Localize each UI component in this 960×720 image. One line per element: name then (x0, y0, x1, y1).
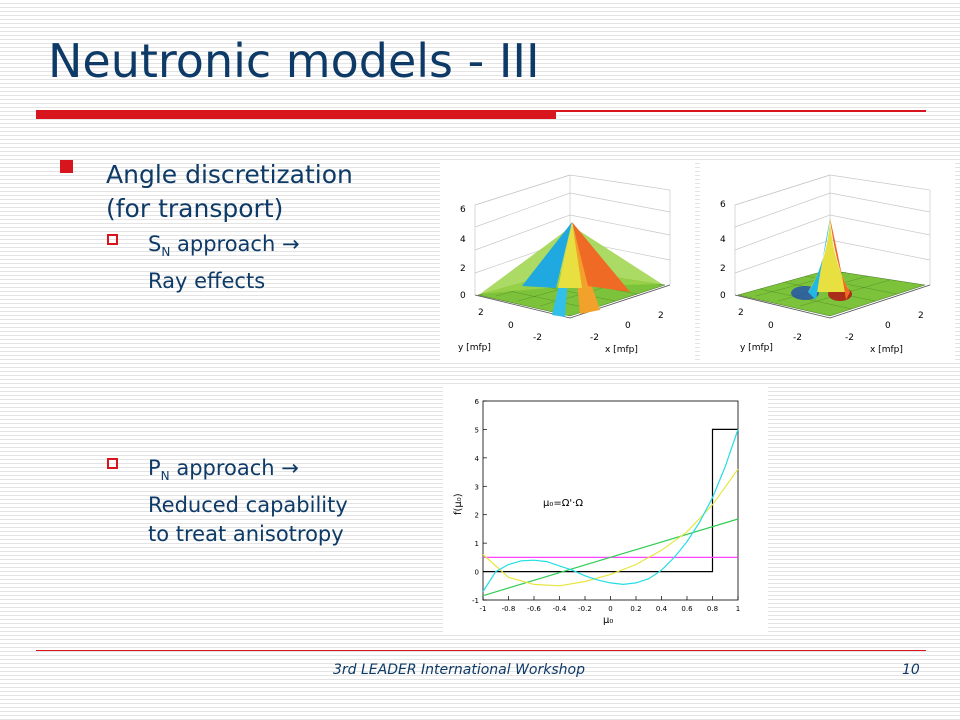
y-tick-neg2: -2 (793, 333, 802, 343)
x-tick-neg2: -2 (845, 333, 854, 343)
x-tick-0: 0 (625, 321, 631, 331)
chart-y-label: f(μ₀) (453, 493, 464, 515)
footer-workshop: 3rd LEADER International Workshop (333, 662, 585, 678)
bullet-text: Angle discretization (for transport) (106, 158, 430, 226)
x-tick-label: 0 (608, 605, 612, 613)
y-tick-label: 3 (475, 483, 479, 491)
y-axis-label: y [mfp] (740, 343, 773, 353)
bullet-angle-discretization: Angle discretization (for transport) (60, 158, 430, 226)
sub-bullet-pn: PN approach → Reduced capability to trea… (105, 454, 435, 549)
z-tick-0: 0 (460, 291, 466, 301)
x-tick-0: 0 (885, 321, 891, 331)
surface-plot-sn: 0 2 4 6 2 0 -2 -2 0 2 y [mfp] x [mfp] (440, 160, 695, 360)
y-tick-label: 5 (475, 426, 479, 434)
x-tick-label: 0.6 (681, 605, 693, 613)
surface-peak-side (572, 222, 630, 292)
surface-plot-sn-svg: 0 2 4 6 2 0 -2 -2 0 2 y [mfp] x [mfp] (458, 174, 671, 355)
series-line-2 (482, 518, 739, 597)
y-tick-label: 2 (475, 512, 479, 520)
bullet-line-1: Angle discretization (106, 160, 353, 189)
sn-line-2: Ray effects (148, 269, 266, 294)
z-tick-2: 2 (720, 264, 726, 274)
z-tick-4: 4 (720, 235, 726, 245)
title-underline-bar (36, 110, 556, 119)
pn-line-2: Reduced capability (148, 493, 348, 518)
pn-function-chart: -1 -0.8 -0.6 -0.4 -0.2 0 0.2 0.4 0.6 0.8 1 -1 0 1 2 3 4… (443, 387, 768, 632)
z-tick-6: 6 (720, 200, 726, 210)
x-tick-label: -1 (480, 605, 487, 613)
chart-x-ticks: -1 -0.8 -0.6 -0.4 -0.2 0 0.2 0.4 0.6 0.8 1 (480, 596, 740, 613)
sn-approach: approach → (170, 232, 300, 256)
plot-base-axes (734, 284, 931, 319)
x-tick-2: 2 (658, 311, 664, 321)
x-tick-label: -0.2 (578, 605, 592, 613)
pn-subscript: N (160, 469, 170, 484)
pn-prefix: P (148, 456, 161, 480)
plot-base-axes (474, 284, 671, 319)
sub-bullet-text: SN approach → Ray effects (148, 230, 435, 296)
surface-plot-pn: 0 2 4 6 2 0 -2 -2 0 2 y [mfp] x [mfp] (700, 160, 955, 360)
x-tick-label: 0.2 (630, 605, 641, 613)
x-tick-label: 1 (736, 605, 740, 613)
surface-peak-right (830, 218, 850, 300)
chart-series-group (482, 428, 739, 597)
pn-line-3: to treat anisotropy (148, 522, 344, 547)
y-tick-label: 0 (475, 569, 479, 577)
surface-peak-left (522, 222, 572, 288)
pn-function-chart-svg: -1 -0.8 -0.6 -0.4 -0.2 0 0.2 0.4 0.6 0.8 1 -1 0 1 2 3 4… (453, 398, 740, 626)
plot-tick-labels: 0 2 4 6 2 0 -2 -2 0 2 y [mfp] x [mfp] (720, 200, 924, 355)
y-tick-label: 1 (475, 540, 479, 548)
bullet-line-2: (for transport) (106, 194, 284, 223)
filled-square-bullet-icon (60, 160, 73, 173)
x-tick-neg2: -2 (590, 333, 599, 343)
chart-y-ticks: -1 0 1 2 3 4 5 6 (472, 398, 487, 605)
surface-peak-left (808, 218, 830, 300)
y-tick-2: 2 (478, 308, 484, 318)
sub-bullet-sn: SN approach → Ray effects (105, 230, 435, 296)
x-tick-label: -0.6 (527, 605, 541, 613)
x-tick-label: 0.8 (707, 605, 718, 613)
series-line-4 (482, 429, 739, 592)
y-tick-0: 0 (768, 321, 774, 331)
y-tick-label: -1 (472, 597, 479, 605)
y-tick-label: 6 (475, 398, 480, 406)
x-tick-2: 2 (918, 311, 924, 321)
y-tick-label: 4 (475, 455, 480, 463)
y-tick-neg2: -2 (533, 333, 542, 343)
z-tick-0: 0 (720, 291, 726, 301)
surface-peak (558, 222, 582, 288)
hollow-square-bullet-icon (107, 458, 118, 469)
slide-title: Neutronic models - III (48, 34, 540, 88)
x-axis-label: x [mfp] (870, 345, 903, 355)
hollow-square-bullet-icon (107, 234, 118, 245)
footer-divider (36, 650, 926, 651)
x-tick-label: -0.8 (502, 605, 516, 613)
series-line-0 (483, 428, 738, 573)
page-number: 10 (902, 662, 920, 678)
y-tick-0: 0 (508, 321, 514, 331)
z-tick-4: 4 (460, 235, 466, 245)
x-tick-label: 0.4 (656, 605, 668, 613)
chart-x-label: μ₀ (603, 615, 613, 626)
z-tick-2: 2 (460, 264, 466, 274)
series-line-3 (482, 468, 739, 587)
y-axis-label: y [mfp] (458, 343, 491, 353)
sn-subscript: N (161, 245, 171, 260)
x-axis-label: x [mfp] (605, 345, 638, 355)
chart-plot-area (482, 400, 739, 601)
sub-bullet-text: PN approach → Reduced capability to trea… (148, 454, 435, 549)
title-underline-line (556, 110, 926, 112)
x-tick-label: -0.4 (553, 605, 567, 613)
pn-approach: approach → (169, 456, 299, 480)
z-tick-6: 6 (460, 205, 466, 215)
sn-prefix: S (148, 232, 162, 256)
surface-plot-pn-svg: 0 2 4 6 2 0 -2 -2 0 2 y [mfp] x [mfp] (720, 174, 931, 355)
chart-annotation: μ₀=Ω'·Ω (543, 498, 583, 509)
y-tick-2: 2 (738, 308, 744, 318)
plot-tick-labels: 0 2 4 6 2 0 -2 -2 0 2 y [mfp] x [mfp] (458, 205, 664, 355)
